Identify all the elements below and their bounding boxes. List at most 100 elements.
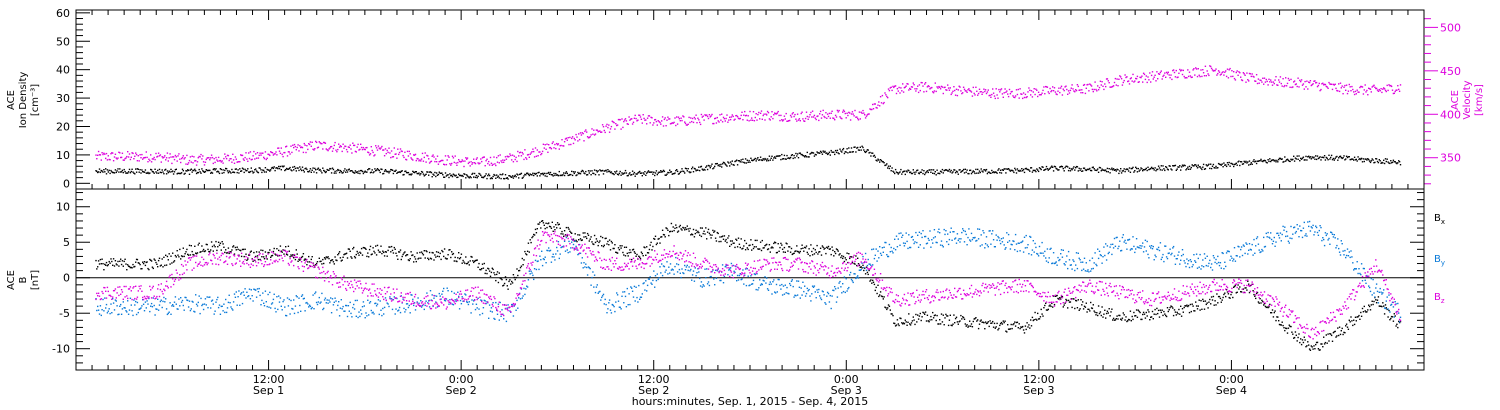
data-point [1156,307,1158,310]
data-point [1001,93,1004,95]
data-point [819,247,822,249]
data-point [194,160,196,162]
data-point [1127,168,1129,171]
data-point [720,119,722,121]
data-point [319,302,321,304]
data-point [1120,76,1122,78]
data-point [144,264,147,267]
data-point [1003,321,1005,324]
data-point [979,171,981,174]
data-point [378,147,380,149]
data-point [1276,84,1278,86]
data-point [241,302,244,305]
data-point [780,242,782,245]
data-point [1186,77,1188,79]
data-point [381,145,383,148]
data-point [306,301,308,304]
data-point [1356,160,1358,162]
data-point [390,245,393,248]
data-point [226,170,229,172]
data-point [1034,93,1036,96]
data-point [1139,169,1141,171]
data-point [252,300,254,302]
data-point [403,156,405,159]
data-point [1213,69,1215,72]
data-point [1369,161,1372,164]
data-point [649,244,651,246]
data-point [1329,83,1331,85]
data-point [911,86,914,88]
data-point [392,299,395,301]
data-point [1087,308,1089,310]
data-point [112,171,115,174]
data-point [315,301,318,304]
data-point [346,171,349,173]
data-point [1239,72,1241,74]
data-point [267,251,269,254]
data-point [1285,159,1288,161]
data-point [335,149,337,151]
data-point [471,299,473,301]
data-point [683,227,685,229]
data-point [121,169,124,172]
data-point [253,251,255,254]
data-point [1235,292,1237,294]
data-point [865,115,868,117]
data-point [250,250,252,252]
data-point [377,169,380,171]
data-point [1245,160,1247,163]
data-point [974,94,976,96]
data-point [378,313,380,316]
data-point [475,259,478,261]
data-point [724,240,726,242]
data-point [345,145,347,148]
data-point [269,154,271,157]
data-point [240,170,243,172]
data-point [790,116,793,118]
data-point [757,248,759,250]
data-point [942,172,944,174]
data-point [373,313,375,315]
data-point [448,176,450,179]
data-point [308,170,311,172]
data-point [502,285,504,287]
data-point [804,247,807,249]
data-point [391,169,394,171]
data-point [1370,160,1372,162]
data-point [727,121,729,123]
data-point [996,94,998,96]
data-point [913,171,915,174]
data-point [974,172,976,175]
data-point [199,171,201,173]
data-point [388,147,390,149]
data-point [1250,75,1252,78]
data-point [618,249,621,251]
data-point [158,304,161,306]
data-point [403,173,405,176]
data-point [214,310,216,312]
data-point [847,114,849,117]
data-point [189,169,192,171]
data-point [1398,161,1401,163]
data-point [833,117,835,120]
data-point [1333,159,1335,161]
data-point [739,246,741,249]
data-point [1064,302,1066,304]
data-point [264,290,267,292]
data-point [950,324,952,326]
data-point [621,172,623,174]
data-point [769,251,771,253]
data-point [311,169,313,171]
data-point [1321,343,1323,345]
data-point [1071,169,1073,171]
data-point [314,266,316,268]
data-point [533,234,536,236]
data-point [1259,160,1261,162]
data-point [1240,291,1242,293]
data-point [1353,91,1355,93]
data-point [499,277,501,279]
data-point [1127,318,1130,321]
data-point [1030,94,1032,96]
data-point [1231,162,1233,165]
data-point [954,89,956,92]
